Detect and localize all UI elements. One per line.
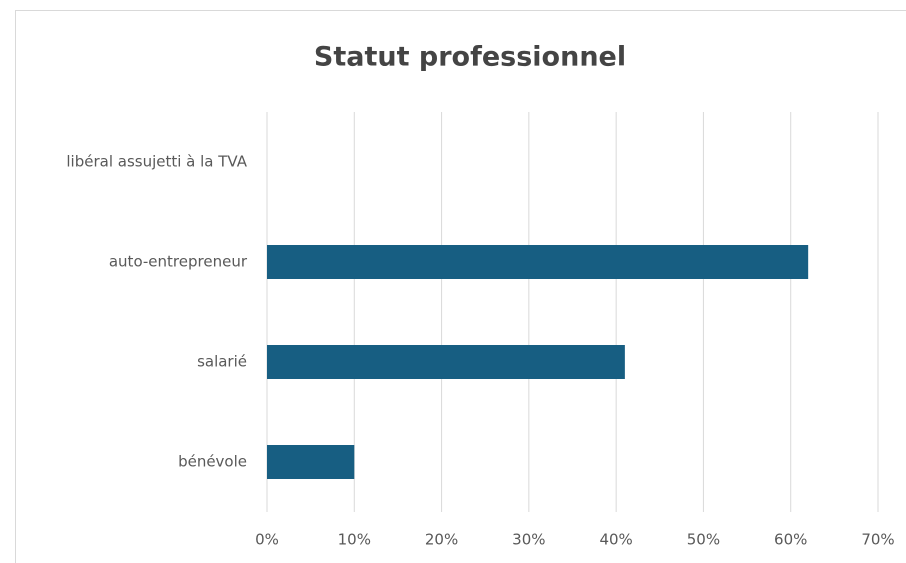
- chart-frame: [15, 10, 906, 563]
- y-tick-label: libéral assujetti à la TVA: [66, 153, 247, 171]
- x-tick-label: 10%: [338, 531, 371, 549]
- x-tick-label: 50%: [687, 531, 720, 549]
- x-tick-label: 70%: [861, 531, 894, 549]
- x-tick-label: 40%: [599, 531, 632, 549]
- x-tick-label: 30%: [512, 531, 545, 549]
- bar: [267, 445, 355, 479]
- x-tick-label: 60%: [774, 531, 807, 549]
- y-tick-label: auto-entrepreneur: [109, 253, 248, 271]
- x-tick-label: 20%: [425, 531, 458, 549]
- x-tick-label: 0%: [255, 531, 279, 549]
- bar: [267, 345, 625, 379]
- y-tick-label: bénévole: [178, 453, 247, 471]
- y-tick-label: salarié: [197, 353, 247, 371]
- bar: [267, 245, 809, 279]
- chart-title: Statut professionnel: [314, 42, 626, 73]
